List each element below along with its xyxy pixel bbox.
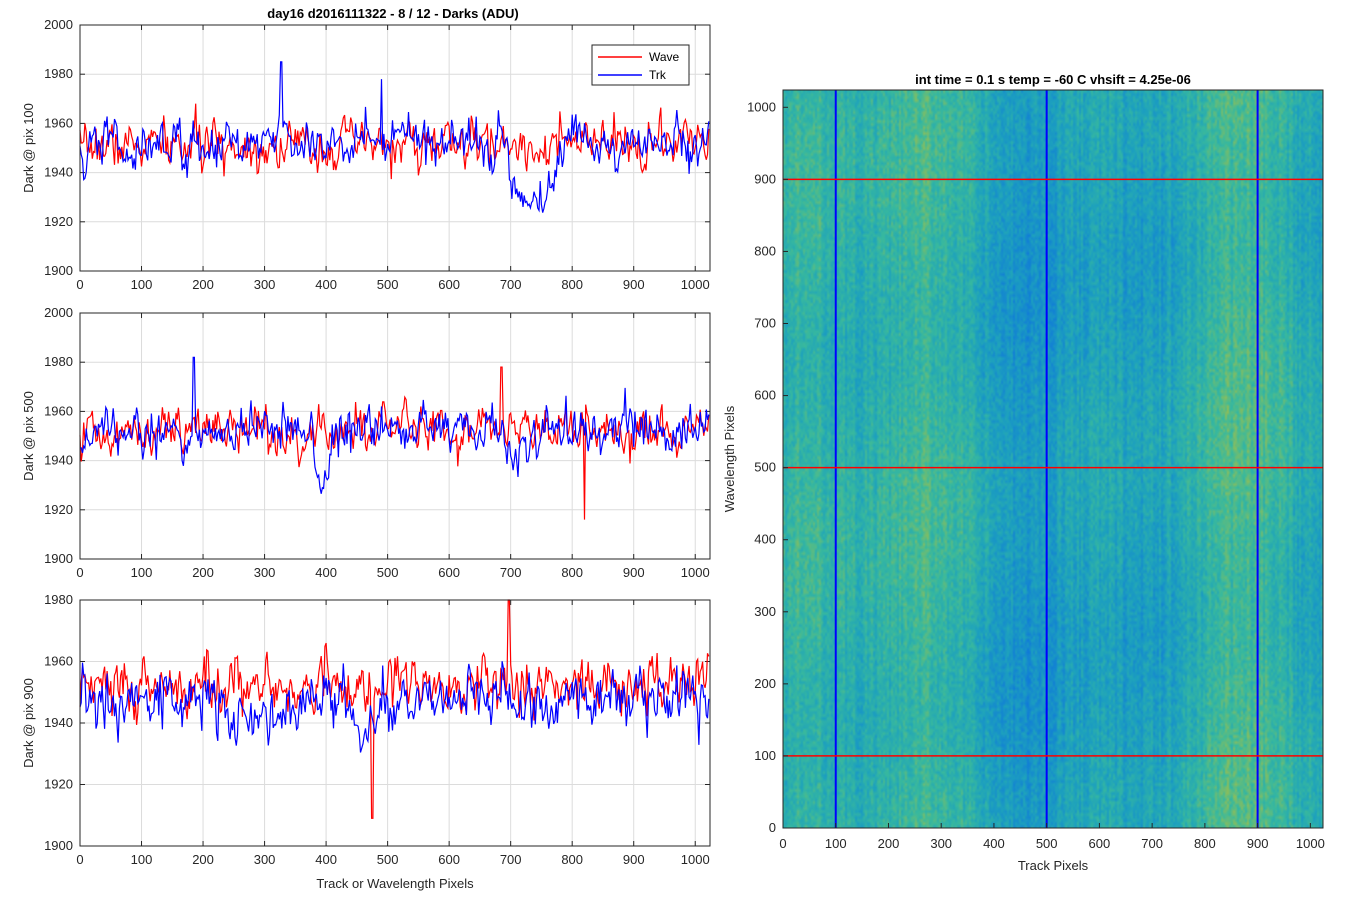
x-axis-label: Track Pixels xyxy=(1018,858,1089,873)
x-tick-label: 100 xyxy=(825,836,847,851)
x-tick-label: 1000 xyxy=(681,565,710,580)
x-tick-label: 500 xyxy=(377,277,399,292)
y-tick-label: 500 xyxy=(754,460,776,475)
x-tick-label: 100 xyxy=(131,852,153,867)
y-tick-label: 1900 xyxy=(44,551,73,566)
y-tick-label: 2000 xyxy=(44,305,73,320)
y-tick-label: 300 xyxy=(754,604,776,619)
plot-dark-pix-900: 0 100 200 300 400 500 600 700 800 900 1000 1900 1920… xyxy=(21,592,711,891)
x-tick-label: 800 xyxy=(1194,836,1216,851)
x-tick-label: 500 xyxy=(377,852,399,867)
y-tick-label: 600 xyxy=(754,388,776,403)
x-tick-label: 600 xyxy=(438,565,460,580)
axes-border xyxy=(79,24,711,272)
x-tick-label: 700 xyxy=(500,565,522,580)
series-line-trk xyxy=(79,356,710,494)
x-tick-label: 900 xyxy=(1247,836,1269,851)
x-tick-label: 900 xyxy=(623,852,645,867)
x-tick-label: 200 xyxy=(192,565,214,580)
x-tick-label: 0 xyxy=(76,852,83,867)
x-tick-label: 300 xyxy=(254,277,276,292)
y-tick-label: 1980 xyxy=(44,354,73,369)
legend-label-trk: Trk xyxy=(649,68,667,82)
x-tick-label: 300 xyxy=(930,836,952,851)
y-tick-label: 0 xyxy=(769,820,776,835)
x-tick-label: 700 xyxy=(500,277,522,292)
y-tick-label: 1960 xyxy=(44,115,73,130)
y-tick-label: 2000 xyxy=(44,17,73,32)
x-axis-label: Track or Wavelength Pixels xyxy=(316,876,474,891)
y-tick-label: 1920 xyxy=(44,777,73,792)
y-tick-label: 1940 xyxy=(44,165,73,180)
x-tick-label: 500 xyxy=(1036,836,1058,851)
figure-title: day16 d2016111322 - 8 / 12 - Darks (ADU) xyxy=(267,6,518,21)
x-tick-label: 600 xyxy=(1089,836,1111,851)
y-tick-label: 700 xyxy=(754,316,776,331)
x-tick-label: 0 xyxy=(779,836,786,851)
x-tick-label: 500 xyxy=(377,565,399,580)
y-tick-label: 1900 xyxy=(44,838,73,853)
plot-dark-pix-500: 0 100 200 300 400 500 600 700 800 900 1000 1900 1920… xyxy=(21,305,711,580)
x-tick-label: 0 xyxy=(76,565,83,580)
x-tick-label: 100 xyxy=(131,277,153,292)
x-tick-label: 300 xyxy=(254,852,276,867)
x-tick-label: 800 xyxy=(561,565,583,580)
x-tick-label: 600 xyxy=(438,277,460,292)
y-tick-label: 1920 xyxy=(44,502,73,517)
series-line-trk xyxy=(79,661,710,753)
x-tick-label: 200 xyxy=(192,852,214,867)
legend: Wave Trk xyxy=(591,44,690,86)
plot-dark-pix-100: 0 100 200 300 400 500 600 700 800 900 1000 1900 1920… xyxy=(21,17,711,292)
x-tick-label: 600 xyxy=(438,852,460,867)
y-axis-label: Dark @ pix 500 xyxy=(21,391,36,481)
x-tick-label: 800 xyxy=(561,852,583,867)
y-tick-label: 1960 xyxy=(44,654,73,669)
legend-box xyxy=(591,44,690,86)
x-tick-label: 900 xyxy=(623,277,645,292)
x-tick-label: 400 xyxy=(315,565,337,580)
y-tick-label: 1000 xyxy=(747,99,776,114)
x-tick-label: 100 xyxy=(131,565,153,580)
y-tick-label: 1980 xyxy=(44,592,73,607)
y-tick-label: 1900 xyxy=(44,263,73,278)
y-tick-label: 100 xyxy=(754,748,776,763)
series-line-trk xyxy=(79,61,710,213)
y-axis-label: Dark @ pix 100 xyxy=(21,103,36,193)
y-tick-label: 1980 xyxy=(44,66,73,81)
series-line-wave xyxy=(79,366,710,520)
heatmap-title: int time = 0.1 s temp = -60 C vhsift = 4… xyxy=(915,72,1191,87)
x-tick-label: 200 xyxy=(878,836,900,851)
y-tick-label: 900 xyxy=(754,171,776,186)
y-tick-label: 1920 xyxy=(44,214,73,229)
y-tick-label: 1940 xyxy=(44,453,73,468)
y-tick-label: 200 xyxy=(754,676,776,691)
x-tick-label: 0 xyxy=(76,277,83,292)
axes-border xyxy=(782,89,1324,829)
x-tick-label: 400 xyxy=(983,836,1005,851)
x-tick-label: 900 xyxy=(623,565,645,580)
axes-border xyxy=(79,599,711,847)
x-tick-label: 1000 xyxy=(681,852,710,867)
y-tick-label: 1940 xyxy=(44,715,73,730)
series-line-wave xyxy=(79,599,710,819)
legend-label-wave: Wave xyxy=(649,50,680,64)
x-tick-label: 800 xyxy=(561,277,583,292)
y-axis-label: Wavelength Pixels xyxy=(722,405,737,512)
y-tick-label: 800 xyxy=(754,243,776,258)
y-tick-label: 400 xyxy=(754,532,776,547)
x-tick-label: 300 xyxy=(254,565,276,580)
x-tick-label: 1000 xyxy=(681,277,710,292)
x-tick-label: 400 xyxy=(315,852,337,867)
heatmap-dark-frame: int time = 0.1 s temp = -60 C vhsift = 4… xyxy=(722,72,1325,873)
x-tick-label: 200 xyxy=(192,277,214,292)
x-tick-label: 700 xyxy=(500,852,522,867)
x-tick-label: 700 xyxy=(1141,836,1163,851)
y-tick-label: 1960 xyxy=(44,403,73,418)
heatmap-image xyxy=(783,90,1323,828)
axes-border xyxy=(79,312,711,560)
y-axis-label: Dark @ pix 900 xyxy=(21,678,36,768)
x-tick-label: 1000 xyxy=(1296,836,1325,851)
x-tick-label: 400 xyxy=(315,277,337,292)
